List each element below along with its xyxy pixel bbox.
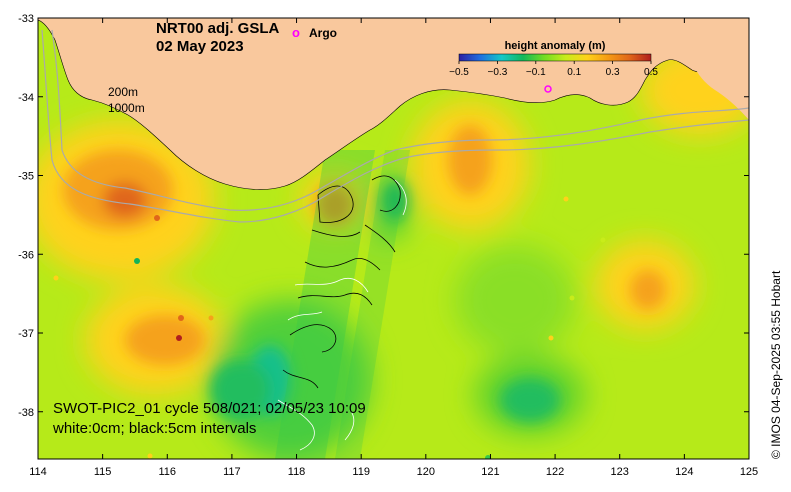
y-tick-label: -34 xyxy=(18,92,34,104)
isobath-1000m-label: 1000m xyxy=(108,101,145,115)
colorbar-tick-label: 0.5 xyxy=(644,67,658,78)
colorbar-tick-label: −0.3 xyxy=(488,67,508,78)
orange-peak-central xyxy=(448,125,492,195)
swot-swath-east xyxy=(335,150,410,459)
anomaly-field xyxy=(38,45,749,459)
orange-peak-east xyxy=(630,270,666,310)
x-tick-label: 121 xyxy=(481,466,499,478)
observation-dot xyxy=(53,275,59,281)
observation-dot xyxy=(569,295,575,301)
anomaly-field-peaks xyxy=(63,125,666,422)
observation-dot xyxy=(600,237,606,243)
isobath-lines xyxy=(41,29,749,223)
x-tick-label: 116 xyxy=(158,466,176,478)
y-tick-label: -35 xyxy=(18,171,34,183)
colorbar-ticks: −0.5 −0.3 −0.1 0.1 0.3 0.5 xyxy=(449,61,658,78)
observation-dot xyxy=(176,335,182,341)
x-tick-label: 124 xyxy=(675,466,693,478)
argo-legend-label: Argo xyxy=(309,26,337,40)
x-tick-label: 122 xyxy=(546,466,564,478)
observation-dot xyxy=(134,258,140,264)
green-trough-southwest xyxy=(210,360,270,420)
x-tick-label: 115 xyxy=(94,466,112,478)
observation-dot xyxy=(147,453,153,459)
colorbar-tick-label: 0.3 xyxy=(606,67,620,78)
observation-dot xyxy=(208,315,214,321)
y-axis: -33 -34 -35 -36 -37 -38 xyxy=(18,13,749,419)
green-trough-swot xyxy=(383,180,407,220)
green-trough-southeast xyxy=(500,378,560,422)
land-mass-east-edge xyxy=(690,20,749,120)
swot-swaths xyxy=(275,150,410,459)
swot-swath-west xyxy=(275,150,375,459)
observation-markers xyxy=(53,85,606,459)
imos-credit: © IMOS 04-Sep-2025 03:55 Hobart xyxy=(769,270,783,459)
x-tick-label: 114 xyxy=(29,466,47,478)
isobath-1000m xyxy=(41,29,749,223)
observation-dot xyxy=(548,335,554,341)
swot-contours-white xyxy=(277,179,407,451)
y-tick-label: -38 xyxy=(18,407,34,419)
colorbar-bar xyxy=(458,53,652,62)
argo-legend-marker: o xyxy=(292,25,300,40)
swot-info-line2: white:0cm; black:5cm intervals xyxy=(52,420,256,437)
swot-info-line1: SWOT-PIC2_01 cycle 508/021; 02/05/23 10:… xyxy=(53,400,366,417)
x-tick-label: 117 xyxy=(223,466,241,478)
map-title-line1: NRT00 adj. GSLA xyxy=(156,20,280,37)
x-tick-label: 123 xyxy=(611,466,629,478)
isobath-200m-label: 200m xyxy=(108,85,138,99)
green-zone-mid xyxy=(455,245,575,355)
plot-frame xyxy=(37,17,750,460)
observation-dot xyxy=(154,215,160,221)
x-axis: 114 115 116 117 118 119 120 121 122 123 124 125 xyxy=(29,18,758,478)
x-tick-label: 119 xyxy=(352,466,370,478)
colorbar-tick-label: −0.5 xyxy=(449,67,469,78)
colorbar-tick-label: 0.1 xyxy=(567,67,581,78)
x-tick-label: 125 xyxy=(740,466,758,478)
colorbar-title: height anomaly (m) xyxy=(505,40,606,52)
observation-dot xyxy=(563,196,569,202)
swot-contours-black xyxy=(282,175,401,389)
y-tick-label: -33 xyxy=(18,13,34,25)
red-core-west xyxy=(103,182,147,218)
colorbar: height anomaly (m) −0.5 −0.3 −0.1 0.1 0.3 0.5 xyxy=(449,40,658,78)
observation-dot xyxy=(485,455,491,459)
orange-peak-southwest xyxy=(125,315,205,365)
map-title-line2: 02 May 2023 xyxy=(156,38,244,55)
y-tick-label: -37 xyxy=(18,328,34,340)
x-tick-label: 118 xyxy=(288,466,306,478)
x-tick-label: 120 xyxy=(417,466,435,478)
plot-area xyxy=(38,18,749,459)
argo-float-marker xyxy=(544,85,552,93)
colorbar-tick-label: −0.1 xyxy=(526,67,546,78)
y-tick-label: -36 xyxy=(18,249,34,261)
isobath-200m xyxy=(51,29,749,211)
observation-dot xyxy=(178,315,184,321)
